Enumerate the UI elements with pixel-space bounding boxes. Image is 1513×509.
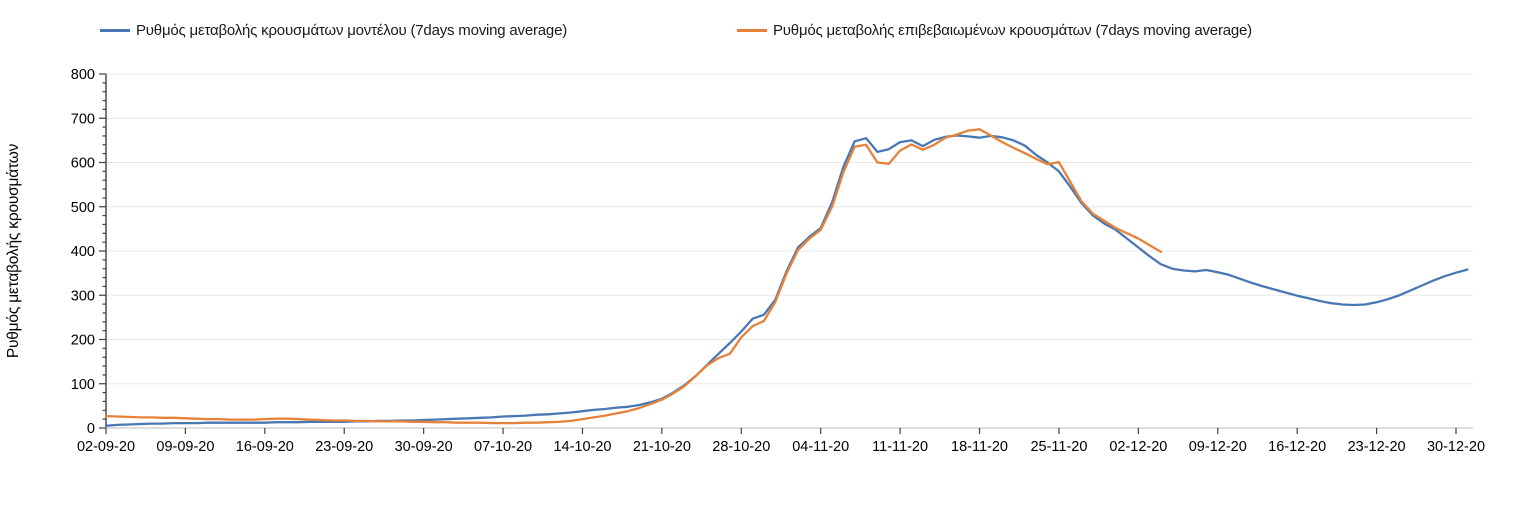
y-tick-label: 0 xyxy=(87,421,95,437)
gridlines-layer xyxy=(106,73,1473,385)
x-tick-label: 30-12-20 xyxy=(1427,439,1485,455)
y-tick-label: 600 xyxy=(71,156,95,172)
model-series-legend-marker xyxy=(100,29,130,32)
x-tick-label: 21-10-20 xyxy=(633,439,691,455)
y-tick-label: 700 xyxy=(71,111,95,127)
confirmed-series-line xyxy=(104,128,1163,425)
x-tick-label: 16-09-20 xyxy=(236,439,294,455)
confirmed-series-legend-label: Ρυθμός μεταβολής επιβεβαιωμένων κρουσμάτ… xyxy=(773,22,1252,39)
y-tick-label: 500 xyxy=(71,200,95,216)
confirmed-series-legend-marker xyxy=(737,29,767,32)
x-tick-label: 23-12-20 xyxy=(1348,439,1406,455)
x-tick-label: 09-12-20 xyxy=(1189,439,1247,455)
model-series-line xyxy=(104,134,1469,427)
x-tick-label: 18-11-20 xyxy=(951,439,1008,455)
x-tick-label: 30-09-20 xyxy=(395,439,453,455)
x-tick-label: 07-10-20 xyxy=(474,439,532,455)
x-tick-label: 25-11-20 xyxy=(1030,439,1087,455)
y-tick-label: 100 xyxy=(71,377,95,393)
series-layer xyxy=(104,128,1469,427)
legend-item-confirmed: Ρυθμός μεταβολής επιβεβαιωμένων κρουσμάτ… xyxy=(737,22,1252,39)
x-tick-label: 02-12-20 xyxy=(1109,439,1167,455)
y-tick-label: 200 xyxy=(71,333,95,349)
x-tick-label: 02-09-20 xyxy=(77,439,135,455)
y-tick-label: 400 xyxy=(71,244,95,260)
y-axis-title: Ρυθμός μεταβολής κρουσμάτων xyxy=(5,143,22,358)
y-tick-label: 800 xyxy=(71,67,95,83)
axis-labels-layer: 0 100 200 300 400 500 600 700 800 02-09-20 09-09-2… xyxy=(71,67,1485,455)
x-tick-label: 04-11-20 xyxy=(792,439,849,455)
x-tick-label: 14-10-20 xyxy=(553,439,611,455)
axes-layer xyxy=(99,73,1473,434)
model-series-legend-label: Ρυθμός μεταβολής κρουσμάτων μοντέλου (7d… xyxy=(136,22,568,39)
x-tick-label: 11-11-20 xyxy=(872,439,928,455)
x-tick-label: 23-09-20 xyxy=(315,439,373,455)
legend-item-model: Ρυθμός μεταβολής κρουσμάτων μοντέλου (7d… xyxy=(100,22,567,39)
x-tick-label: 09-09-20 xyxy=(156,439,214,455)
x-tick-label: 28-10-20 xyxy=(712,439,770,455)
x-tick-label: 16-12-20 xyxy=(1268,439,1326,455)
y-tick-label: 300 xyxy=(71,288,95,304)
